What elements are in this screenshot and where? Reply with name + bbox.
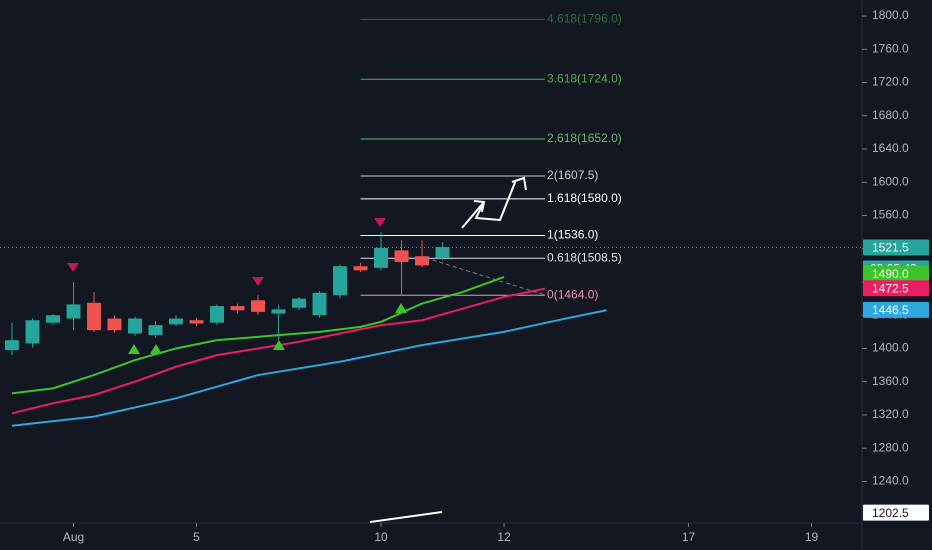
candle-body: [87, 302, 101, 331]
fib-label: 0.618(1508.5): [547, 250, 622, 264]
y-tick-label: 1800.0: [872, 8, 909, 22]
fib-label: 2(1607.5): [547, 168, 598, 182]
candle-body: [333, 266, 347, 296]
y-tick-label: 1320.0: [872, 407, 909, 421]
fib-label: 4.618(1796.0): [547, 12, 622, 26]
sell-signal: [374, 218, 386, 227]
candle-body: [230, 306, 245, 311]
y-tick-label: 1600.0: [872, 174, 909, 188]
plot: 4.618(1796.0) 3.618(1724.0) 2.618(1652.0) 2…: [0, 12, 862, 427]
price-badge-label: 1472.5: [872, 281, 909, 295]
price-badge: [863, 239, 929, 256]
candle-body: [66, 304, 81, 319]
y-tick-label: 1360.0: [872, 374, 909, 388]
candle-body: [292, 298, 306, 308]
candle-body: [415, 256, 430, 266]
candle-body: [435, 247, 450, 258]
x-tick-label: 12: [497, 530, 511, 544]
candle-body: [5, 340, 19, 351]
x-tick-label: 5: [193, 530, 200, 544]
y-tick-label: 1280.0: [872, 440, 909, 454]
fib-label: 0(1464.0): [547, 287, 598, 301]
candle-body: [251, 300, 265, 312]
sell-signal: [67, 263, 79, 272]
buy-signal: [395, 303, 407, 313]
trend-line: [369, 511, 443, 523]
arrow-head: [473, 200, 486, 213]
buy-signal: [273, 340, 285, 350]
fib-label: 3.618(1724.0): [547, 71, 622, 85]
price-badge: [863, 301, 929, 318]
price-badge-label: 1202.5: [872, 506, 909, 520]
sell-signals: [67, 218, 386, 286]
candle-body: [189, 320, 204, 324]
y-tick-label: 1720.0: [872, 75, 909, 89]
projection-arrow: [461, 179, 517, 229]
price-badge: [863, 504, 929, 521]
candle-body: [46, 315, 60, 323]
buy-signal: [128, 344, 140, 354]
buy-signal: [150, 344, 162, 354]
buy-signals: [128, 303, 407, 354]
moving-average: [11, 309, 607, 427]
arrow-head: [511, 176, 527, 191]
price-badge-label: 1521.5: [872, 241, 909, 255]
candle-body: [148, 325, 163, 336]
y-tick-label: 1760.0: [872, 41, 909, 55]
sell-signal: [252, 277, 264, 286]
y-tick-label: 1560.0: [872, 208, 909, 222]
candle-body: [169, 318, 183, 325]
candle-body: [374, 247, 388, 268]
y-tick-label: 1240.0: [872, 474, 909, 488]
candle-body: [394, 250, 409, 263]
candle-body: [128, 318, 142, 334]
y-tick-label: 1400.0: [872, 341, 909, 355]
y-tick-label: 1640.0: [872, 141, 909, 155]
candle-body: [25, 320, 40, 344]
x-tick-label: 17: [682, 530, 696, 544]
fib-label: 1.618(1580.0): [547, 191, 622, 205]
candle-body: [107, 318, 122, 331]
y-tick-label: 1680.0: [872, 108, 909, 122]
candle-body: [210, 306, 224, 323]
price-badge: [863, 280, 929, 297]
price-badge: [863, 265, 929, 282]
candle-body: [312, 292, 327, 316]
fib-label: 1(1536.0): [547, 228, 598, 242]
price-badge-label: 1446.5: [872, 303, 909, 317]
fib-label: 2.618(1652.0): [547, 131, 622, 145]
x-tick-label: Aug: [63, 530, 84, 544]
x-tick-label: 10: [374, 530, 388, 544]
x-tick-label: 19: [805, 530, 819, 544]
candle-body: [353, 266, 368, 271]
candle-body: [271, 309, 286, 314]
price-badge-label: 1490.0: [872, 267, 909, 281]
